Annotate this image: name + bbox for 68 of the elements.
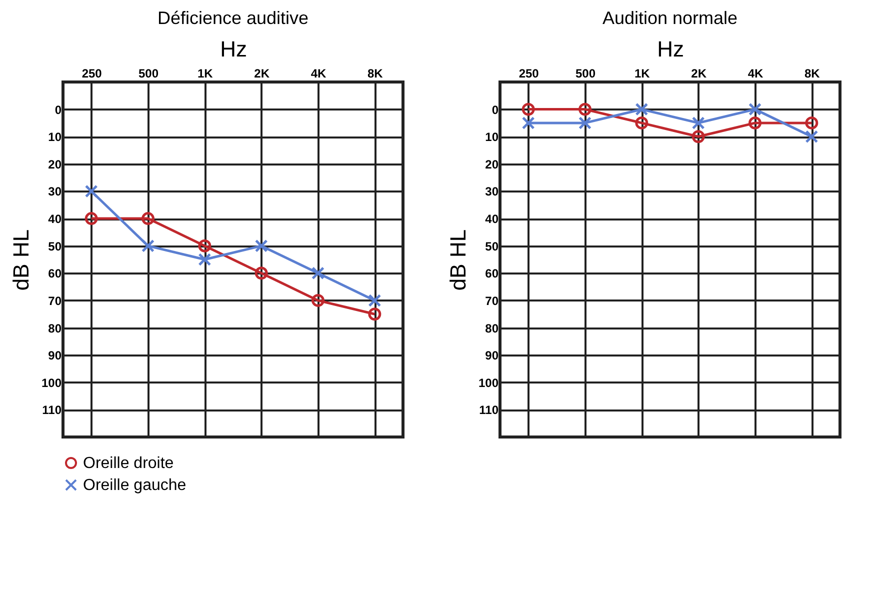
point: [692, 116, 705, 130]
y-tick-label: 0: [492, 102, 499, 117]
x-tick-label: 8K: [367, 66, 384, 80]
point: [312, 294, 324, 307]
x-tick-label: 4K: [310, 66, 326, 80]
y-tick-label: 50: [485, 239, 499, 254]
chart-title: Déficience auditive: [157, 8, 309, 28]
point: [522, 116, 535, 130]
x-tick-label: 500: [138, 66, 159, 80]
y-tick-label: 60: [48, 266, 62, 281]
legend-label: Oreille droite: [83, 455, 174, 472]
x-tick-label: 4K: [748, 66, 764, 80]
y-tick-label: 10: [48, 130, 62, 144]
y-tick-label: 100: [478, 376, 499, 390]
point: [254, 239, 268, 252]
x-tick-label: 500: [575, 66, 596, 80]
x-tick-label: 250: [518, 66, 540, 80]
x-tick-label: 1K: [197, 66, 214, 80]
y-tick-label: 0: [54, 102, 62, 117]
point: [368, 308, 382, 321]
y-tick-label: 30: [485, 184, 499, 199]
y-tick-label: 40: [485, 212, 499, 226]
y-tick-label: 50: [48, 239, 62, 254]
y-tick-label: 30: [48, 184, 62, 199]
point: [198, 253, 212, 266]
y-tick-label: 70: [485, 294, 499, 308]
point: [142, 239, 154, 252]
y-axis-title: dB HL: [8, 229, 34, 291]
x-tick-label: 1K: [634, 66, 650, 80]
point: [198, 239, 212, 252]
point: [635, 102, 648, 116]
y-tick-label: 60: [485, 266, 499, 281]
legend-label: Oreille gauche: [83, 477, 186, 494]
y-tick-label: 10: [485, 130, 499, 144]
point: [312, 266, 324, 280]
point: [142, 212, 154, 226]
y-tick-label: 20: [48, 157, 62, 172]
chart-title: Audition normale: [602, 8, 738, 28]
y-tick-label: 80: [48, 321, 62, 336]
point: [635, 116, 648, 130]
point: [748, 102, 762, 116]
y-tick-label: 90: [48, 348, 62, 363]
x-axis-title: Hz: [657, 36, 684, 62]
point: [368, 294, 382, 307]
y-tick-label: 70: [48, 294, 62, 308]
point: [522, 102, 535, 116]
x-axis-title: Hz: [220, 36, 247, 62]
x-tick-label: 8K: [804, 66, 820, 80]
x-tick-label: 2K: [691, 66, 707, 80]
y-tick-label: 80: [485, 321, 499, 336]
y-tick-label: 90: [485, 348, 499, 363]
point: [805, 116, 818, 130]
point: [805, 130, 818, 144]
y-tick-label: 20: [485, 157, 499, 172]
point: [254, 266, 268, 280]
x-tick-label: 2K: [254, 66, 270, 80]
y-tick-label: 100: [41, 376, 62, 390]
x-tick-label: 250: [82, 66, 102, 80]
point: [84, 212, 98, 226]
point: [748, 116, 762, 130]
y-tick-label: 40: [48, 212, 62, 226]
y-tick-label: 110: [42, 403, 62, 418]
point: [578, 116, 592, 130]
point: [692, 130, 705, 144]
y-axis-title: dB HL: [445, 229, 470, 291]
y-tick-label: 110: [479, 403, 499, 418]
point: [578, 102, 592, 116]
point: [84, 184, 98, 198]
